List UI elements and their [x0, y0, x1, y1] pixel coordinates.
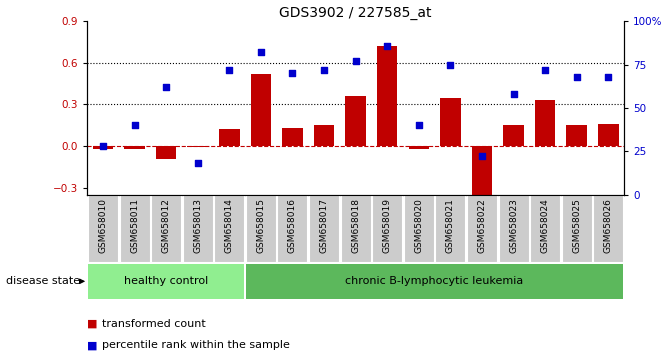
Bar — [409, 146, 429, 149]
Point — [287, 70, 298, 76]
Text: GSM658015: GSM658015 — [256, 198, 266, 253]
Text: GSM658025: GSM658025 — [572, 198, 581, 253]
Bar — [119, 195, 150, 262]
Bar — [88, 195, 118, 262]
Point — [224, 67, 235, 73]
Bar — [535, 100, 556, 146]
Text: GSM658013: GSM658013 — [193, 198, 202, 253]
Point — [319, 67, 329, 73]
Bar — [314, 125, 334, 146]
Point — [476, 154, 487, 159]
Bar — [156, 146, 176, 159]
Bar — [566, 125, 587, 146]
Bar — [151, 195, 181, 262]
Text: GSM658024: GSM658024 — [541, 198, 550, 253]
Bar — [183, 195, 213, 262]
Text: GSM658012: GSM658012 — [162, 198, 170, 253]
Point — [382, 43, 393, 48]
Text: healthy control: healthy control — [124, 276, 208, 286]
Bar — [219, 130, 240, 146]
Bar — [499, 195, 529, 262]
Bar — [593, 195, 623, 262]
Bar — [93, 146, 113, 149]
Point — [161, 84, 172, 90]
Bar — [341, 195, 370, 262]
Bar — [246, 264, 623, 299]
Point — [508, 91, 519, 97]
Text: GSM658023: GSM658023 — [509, 198, 518, 253]
Text: chronic B-lymphocytic leukemia: chronic B-lymphocytic leukemia — [346, 276, 523, 286]
Bar — [251, 74, 271, 146]
Bar — [88, 264, 244, 299]
Point — [98, 143, 109, 149]
Text: GSM658021: GSM658021 — [446, 198, 455, 253]
Text: GSM658018: GSM658018 — [351, 198, 360, 253]
Text: GSM658022: GSM658022 — [478, 198, 486, 253]
Text: GSM658016: GSM658016 — [288, 198, 297, 253]
Point — [413, 122, 424, 128]
Point — [193, 161, 203, 166]
Bar — [404, 195, 433, 262]
Bar — [309, 195, 339, 262]
Text: transformed count: transformed count — [102, 319, 206, 329]
Point — [350, 58, 361, 64]
Point — [256, 50, 266, 55]
Bar — [377, 46, 397, 146]
Text: GSM658020: GSM658020 — [414, 198, 423, 253]
Bar — [503, 125, 524, 146]
Bar — [187, 146, 208, 148]
Bar — [435, 195, 466, 262]
Text: GSM658014: GSM658014 — [225, 198, 234, 253]
Bar — [214, 195, 244, 262]
Bar — [440, 98, 460, 146]
Title: GDS3902 / 227585_at: GDS3902 / 227585_at — [279, 6, 432, 20]
Text: GSM658011: GSM658011 — [130, 198, 139, 253]
Text: percentile rank within the sample: percentile rank within the sample — [102, 340, 290, 350]
Text: ■: ■ — [87, 319, 98, 329]
Bar — [278, 195, 307, 262]
Text: GSM658026: GSM658026 — [604, 198, 613, 253]
Text: ■: ■ — [87, 340, 98, 350]
Bar — [598, 124, 619, 146]
Point — [539, 67, 550, 73]
Bar — [467, 195, 497, 262]
Point — [603, 74, 613, 80]
Bar — [124, 146, 145, 149]
Text: GSM658010: GSM658010 — [99, 198, 107, 253]
Text: GSM658019: GSM658019 — [382, 198, 392, 253]
Bar — [346, 96, 366, 146]
Point — [445, 62, 456, 67]
Point — [571, 74, 582, 80]
Bar — [472, 146, 493, 198]
Point — [130, 122, 140, 128]
Bar — [530, 195, 560, 262]
Text: disease state: disease state — [7, 276, 81, 286]
Bar — [372, 195, 402, 262]
Bar — [562, 195, 592, 262]
Bar — [246, 195, 276, 262]
Text: GSM658017: GSM658017 — [319, 198, 329, 253]
Bar — [282, 128, 303, 146]
